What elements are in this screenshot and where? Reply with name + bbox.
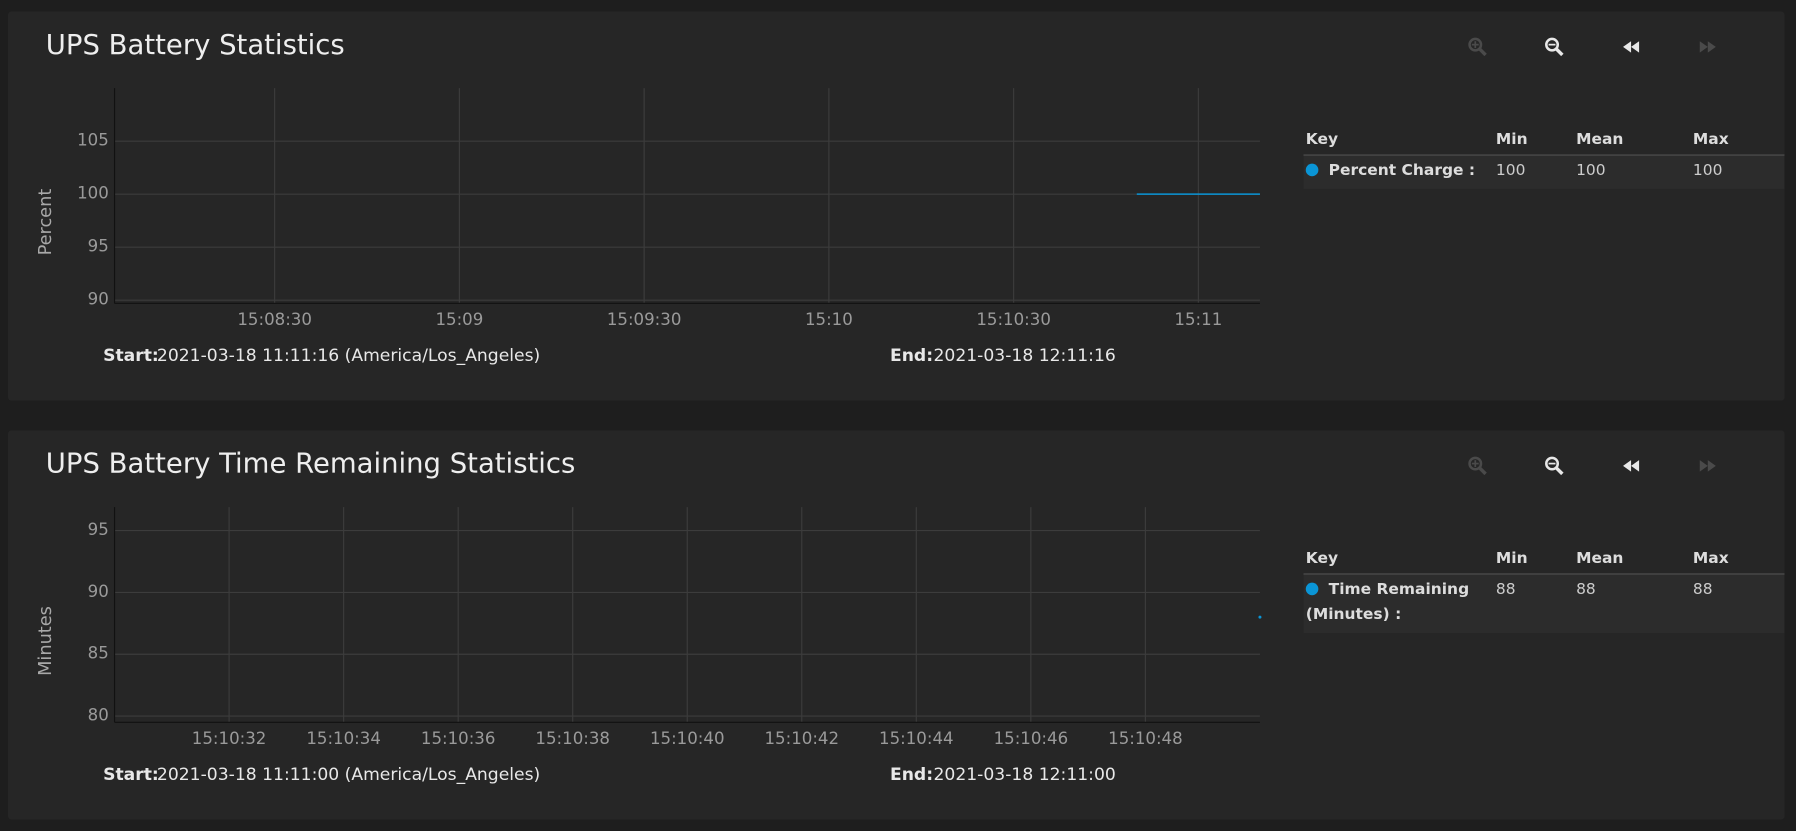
legend-max: 88 <box>1692 580 1713 599</box>
toolbar-button[interactable] <box>1692 450 1724 482</box>
chart-title: UPS Battery Time Remaining Statistics <box>46 448 576 480</box>
legend-header: Key Min Mean Max <box>1303 547 1785 575</box>
x-tick-label: 15:10:42 <box>765 729 840 748</box>
legend-row: Percent Charge : 100 100 100 <box>1303 155 1785 189</box>
end-label: End: <box>890 765 933 785</box>
legend-key: Time Remaining (Minutes) : <box>1305 577 1496 627</box>
toolbar-button[interactable] <box>1538 31 1570 63</box>
magnifier <box>1545 456 1560 471</box>
legend-swatch <box>1305 582 1319 596</box>
button-hit-area <box>1538 450 1570 482</box>
start-label: Start: <box>103 346 159 366</box>
x-tick-label: 15:09:30 <box>607 310 682 329</box>
magnifier <box>1468 37 1483 52</box>
y-tick-label: 95 <box>88 520 109 539</box>
end-label: End: <box>890 346 933 366</box>
x-tick-label: 15:10:48 <box>1108 729 1183 748</box>
x-tick-label: 15:11 <box>1174 310 1222 329</box>
toolbar-button[interactable] <box>1538 450 1570 482</box>
start-value: 2021-03-18 11:11:00 (America/Los_Angeles… <box>157 765 540 785</box>
y-axis-label: Minutes <box>36 606 56 676</box>
arrow-icon <box>1623 41 1640 53</box>
x-tick-label: 15:10:32 <box>192 729 267 748</box>
start-label: Start: <box>103 765 159 785</box>
magnifier-handle <box>1478 466 1487 476</box>
legend-column-header: Min <box>1495 130 1528 149</box>
toolbar-button[interactable] <box>1692 31 1724 63</box>
legend-key: Percent Charge : <box>1305 158 1496 183</box>
legend-mean: 100 <box>1576 161 1606 180</box>
y-tick-label: 100 <box>77 184 109 203</box>
legend: Key Min Mean Max Percent Charge : 100 100 100 <box>1303 128 1785 189</box>
chart-card: UPS Battery Time Remaining Statistics 80 8… <box>8 430 1785 820</box>
legend-column-header: Min <box>1495 549 1528 568</box>
x-tick-label: 15:10:34 <box>306 729 381 748</box>
legend-series-name: Time Remaining (Minutes) : <box>1305 580 1470 624</box>
legend-row: Time Remaining (Minutes) : 88 88 88 <box>1303 574 1785 633</box>
legend-mean: 88 <box>1576 580 1596 599</box>
legend-max: 100 <box>1692 161 1723 180</box>
x-tick-label: 15:10:46 <box>994 729 1069 748</box>
legend-column-header: Key <box>1305 549 1339 568</box>
legend-table: Key Min Mean Max Time Remaining (Minutes) : 8… <box>1303 547 1785 633</box>
legend-header: Key Min Mean Max <box>1303 128 1785 156</box>
legend: Key Min Mean Max Time Remaining (Minutes) : 8… <box>1303 547 1785 633</box>
toolbar-button[interactable] <box>1462 31 1494 63</box>
x-tick-label: 15:10 <box>805 310 853 329</box>
data-point <box>1258 615 1262 619</box>
legend-column-header: Max <box>1692 549 1729 568</box>
magnifier-handle <box>1478 48 1487 57</box>
x-tick-label: 15:10:36 <box>421 729 496 748</box>
arrow-icon <box>1623 460 1640 472</box>
arrow-icon <box>1699 41 1716 53</box>
x-tick-label: 15:08:30 <box>237 310 312 329</box>
toolbar-button[interactable] <box>1462 450 1494 482</box>
x-tick-label: 15:10:38 <box>535 729 610 748</box>
legend-swatch <box>1305 163 1319 177</box>
arrow-icon <box>1699 460 1716 472</box>
toolbar-button[interactable] <box>1615 450 1647 482</box>
end-value: 2021-03-18 12:11:16 <box>934 346 1116 366</box>
legend-column-header: Key <box>1305 130 1339 149</box>
magnifier <box>1545 37 1560 52</box>
button-hit-area <box>1462 450 1494 482</box>
x-tick-label: 15:09 <box>435 310 483 329</box>
y-tick-label: 105 <box>77 131 109 150</box>
y-tick-label: 80 <box>88 706 109 725</box>
y-tick-label: 85 <box>88 644 109 663</box>
toolbar-button[interactable] <box>1615 31 1647 63</box>
magnifier <box>1468 456 1483 471</box>
legend-column-header: Mean <box>1576 130 1624 149</box>
magnifier-handle <box>1555 48 1564 57</box>
y-tick-label: 90 <box>88 582 109 601</box>
x-tick-label: 15:10:40 <box>650 729 725 748</box>
button-hit-area <box>1462 31 1494 63</box>
legend-column-header: Mean <box>1576 549 1624 568</box>
legend-series-name: Percent Charge : <box>1328 161 1476 180</box>
chart-card: UPS Battery Statistics 90 95 100 105 15:08:30… <box>8 11 1785 401</box>
legend-min: 100 <box>1495 161 1526 180</box>
magnifier-handle <box>1555 466 1564 476</box>
legend-column-header: Max <box>1692 130 1729 149</box>
button-hit-area <box>1538 31 1570 63</box>
legend-min: 88 <box>1495 580 1516 599</box>
y-tick-label: 95 <box>88 237 109 256</box>
legend-table: Key Min Mean Max Percent Charge : 100 100 100 <box>1303 128 1785 189</box>
end-value: 2021-03-18 12:11:00 <box>934 765 1116 785</box>
start-value: 2021-03-18 11:11:16 (America/Los_Angeles… <box>157 346 540 366</box>
chart-title: UPS Battery Statistics <box>46 29 345 61</box>
x-tick-label: 15:10:44 <box>879 729 954 748</box>
y-axis-label: Percent <box>36 189 56 256</box>
y-tick-label: 90 <box>88 290 109 309</box>
x-tick-label: 15:10:30 <box>976 310 1051 329</box>
